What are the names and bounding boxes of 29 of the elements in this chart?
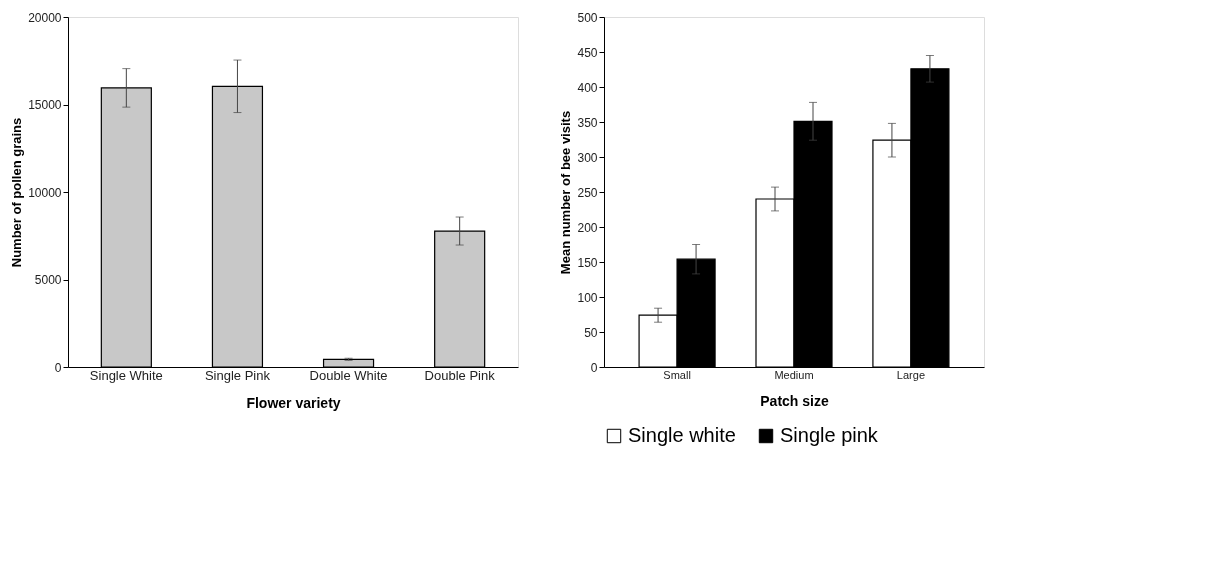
x-tick-label: Medium [774, 368, 814, 381]
y-tick-label: 350 [577, 115, 598, 130]
x-axis-title: Flower variety [246, 394, 341, 411]
x-tick-label: Double White [309, 367, 388, 383]
y-tick-label: 0 [590, 360, 598, 375]
x-tick-label: Single Pink [204, 367, 271, 383]
legend-label: Single white [628, 424, 736, 446]
y-tick-label: 10000 [28, 185, 62, 200]
y-tick-label: 0 [54, 360, 62, 375]
x-tick-label: Double Pink [424, 367, 496, 383]
y-tick-label: 50 [584, 325, 598, 340]
y-tick-label: 450 [577, 45, 598, 60]
x-tick-label: Large [896, 368, 925, 381]
y-tick-label: 400 [577, 80, 598, 95]
x-axis-title: Patch size [760, 392, 829, 409]
x-tick-label: Small [663, 368, 691, 381]
y-tick-label: 300 [577, 150, 598, 165]
y-tick-label: 20000 [28, 10, 62, 25]
x-tick-label: Single White [89, 367, 163, 383]
legend-label: Single pink [780, 424, 879, 446]
y-tick-label: 15000 [28, 98, 62, 112]
y-axis-title: Number of pollen grains [9, 117, 25, 268]
y-tick-label: 200 [577, 220, 598, 235]
y-tick-label: 5000 [34, 273, 62, 287]
y-tick-label: 250 [577, 185, 598, 200]
y-axis-title: Mean number of bee visits [558, 110, 574, 275]
y-tick-label: 500 [577, 10, 598, 25]
y-tick-label: 150 [577, 255, 598, 270]
y-tick-label: 100 [577, 290, 598, 305]
